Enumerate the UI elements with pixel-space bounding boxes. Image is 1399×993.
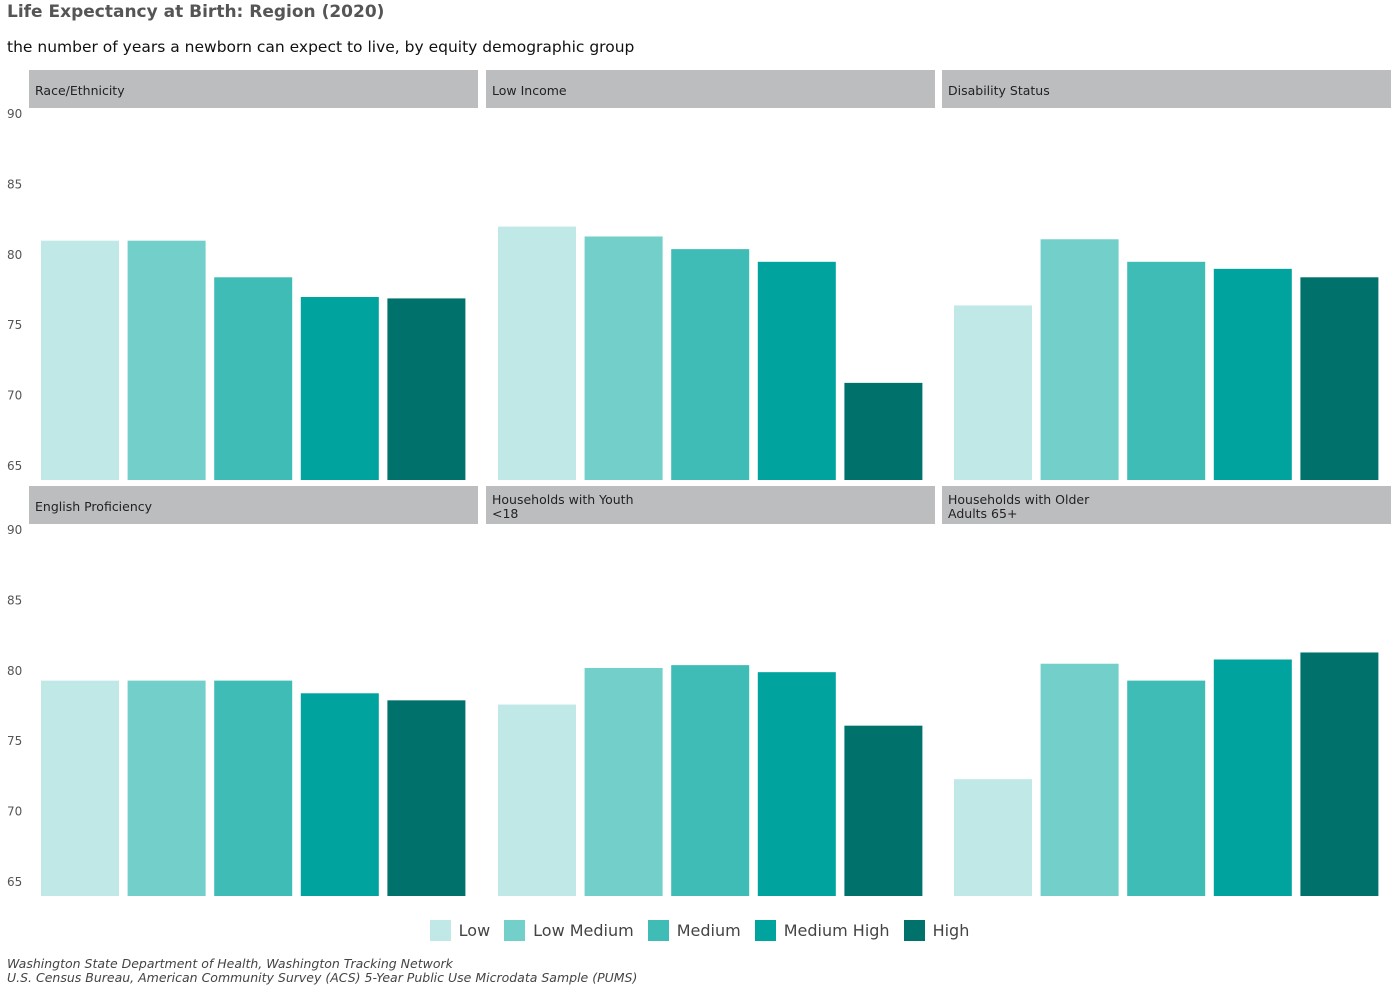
bar-low-medium [127, 680, 206, 896]
bar-medium-high [300, 297, 379, 480]
facet-strip [486, 70, 935, 108]
y-tick-label: 75 [7, 734, 22, 748]
bar-high [387, 298, 466, 480]
facet-strip [29, 70, 478, 108]
bar-medium [1127, 680, 1206, 896]
source-caption-2: U.S. Census Bureau, American Community S… [7, 970, 638, 985]
y-tick-label: 70 [7, 805, 22, 819]
y-tick-label: 75 [7, 318, 22, 332]
legend-item: High [903, 920, 970, 941]
chart-subtitle: the number of years a newborn can expect… [7, 38, 635, 56]
facet-label: Low Income [492, 83, 567, 98]
bar-high [844, 725, 923, 896]
legend-label: High [932, 921, 970, 940]
y-tick-label: 80 [7, 664, 22, 678]
legend-label: Medium High [783, 921, 890, 940]
legend-label: Low [458, 921, 491, 940]
bar-medium [214, 277, 293, 480]
source-caption-1: Washington State Department of Health, W… [7, 956, 453, 971]
faceted-bar-chart: 65 70 75 80 85 90 65 70 75 80 85 90 Race/Ethnicity Lo… [7, 70, 1391, 896]
bar-medium [671, 249, 750, 480]
facet-strip [29, 486, 478, 524]
bar-medium-high [300, 693, 379, 896]
bar-medium-high [1213, 659, 1292, 896]
facet-strip [486, 486, 935, 524]
bar-high [1300, 652, 1379, 896]
bar-high [844, 382, 923, 480]
bar-medium-high [757, 261, 836, 480]
facet-label: Households with Youth [492, 492, 634, 507]
bar-low-medium [1040, 663, 1119, 896]
bar-low-medium [127, 240, 206, 480]
bar-low [954, 305, 1032, 480]
bar-low [498, 704, 576, 896]
facet-label: <18 [492, 506, 518, 521]
y-tick-label: 90 [7, 107, 22, 121]
legend-item: Medium [647, 920, 741, 941]
bar-high [1300, 277, 1379, 480]
bar-medium [1127, 261, 1206, 480]
chart-legend: Low Low Medium Medium Medium High High [0, 920, 1399, 941]
y-tick-label: 85 [7, 177, 22, 191]
legend-label: Medium [676, 921, 741, 940]
bar-low [498, 226, 576, 480]
legend-swatch [647, 920, 669, 941]
y-tick-label: 90 [7, 523, 22, 537]
bar-low-medium [584, 667, 663, 896]
facet-label: Adults 65+ [948, 506, 1017, 521]
bar-low [41, 680, 119, 896]
y-tick-label: 80 [7, 248, 22, 262]
bar-medium [214, 680, 293, 896]
y-tick-label: 65 [7, 459, 22, 473]
bar-medium-high [757, 672, 836, 896]
legend-swatch [903, 920, 925, 941]
facet-label: Disability Status [948, 83, 1050, 98]
bar-medium [671, 665, 750, 896]
facet-label: Race/Ethnicity [35, 83, 125, 98]
legend-item: Medium High [754, 920, 890, 941]
legend-item: Low Medium [504, 920, 634, 941]
bar-low [41, 240, 119, 480]
facet-label: English Proficiency [35, 499, 153, 514]
facet-label: Households with Older [948, 492, 1090, 507]
bar-low-medium [584, 236, 663, 480]
bar-medium-high [1213, 268, 1292, 480]
legend-swatch [754, 920, 776, 941]
legend-swatch [429, 920, 451, 941]
facet-strip [942, 70, 1391, 108]
y-tick-label: 65 [7, 875, 22, 889]
chart-title: Life Expectancy at Birth: Region (2020) [7, 2, 385, 22]
bar-high [387, 700, 466, 896]
bar-low [954, 779, 1032, 896]
legend-item: Low [429, 920, 491, 941]
facet-strip [942, 486, 1391, 524]
bar-low-medium [1040, 239, 1119, 480]
legend-label: Low Medium [533, 921, 634, 940]
legend-swatch [504, 920, 526, 941]
y-tick-label: 85 [7, 593, 22, 607]
y-tick-label: 70 [7, 389, 22, 403]
